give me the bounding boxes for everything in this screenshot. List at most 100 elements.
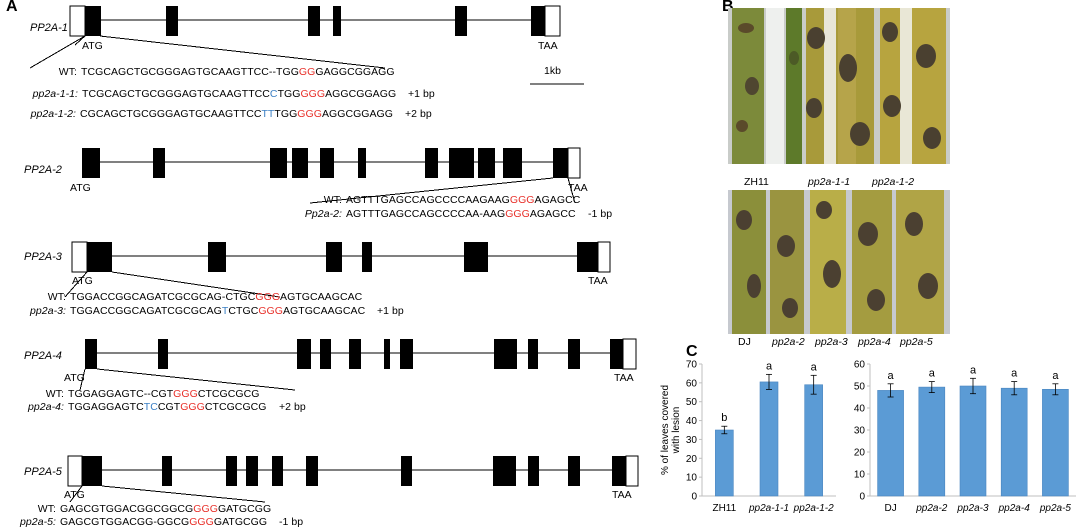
indel-size: +2 bp (405, 108, 432, 120)
leaf-photo-top (728, 8, 950, 164)
atg-label: ATG (64, 372, 85, 384)
sequence-segment: AGTGCAAGCAC (282, 305, 366, 317)
pam-sequence: GGG (189, 516, 214, 528)
y-tick-label: 20 (854, 448, 866, 459)
leaf-label-pp2a-1-1: pp2a-1-1 (808, 176, 851, 188)
taa-label: TAA (588, 275, 608, 287)
y-tick-label: 20 (686, 454, 698, 465)
sequence-segment: TGGAGGAGTC (68, 401, 144, 413)
sequence-segment: CGT (157, 401, 181, 413)
bar (715, 429, 734, 497)
pam-sequence: GGG (509, 194, 535, 206)
sequence-segment: CTCGCGCG (204, 401, 267, 413)
category-label: pp2a-1-2 (793, 503, 834, 514)
allele-sequence: CGCAGCTGCGGGAGTGCAAGTTCCTTTGGGGGAGGCGGAG… (80, 108, 393, 120)
panel-label-c: C (686, 343, 698, 360)
allele-sequence: TGGACCGGCAGATCGCGCAGTCTGCGGGAGTGCAAGCAC (70, 305, 365, 317)
y-tick-label: 50 (686, 397, 698, 408)
y-axis-label: % of leaves coveredwith lesion (660, 385, 682, 475)
gene-model-pp2a-5 (67, 455, 639, 503)
leaf-label-dj: DJ (738, 336, 751, 348)
y-tick-label: 30 (854, 426, 866, 437)
y-tick-label: 0 (691, 492, 697, 503)
allele-label: pp2a-4: (28, 401, 64, 413)
indel-size: +1 bp (408, 88, 435, 100)
leaf-label-pp2a-4: pp2a-4 (858, 336, 891, 348)
mutation-bases: T (221, 305, 229, 317)
category-label: pp2a-3 (956, 503, 989, 514)
gene-model-pp2a-2 (82, 147, 581, 204)
significance-letter: a (811, 361, 818, 373)
bar (804, 384, 823, 497)
allele-label: WT: (47, 291, 66, 303)
leaf-photo-bottom (728, 190, 950, 334)
lesion-chart-right: 0 10 20 30 40 50 60 a DJ a pp2a-2 a pp2a-3 a pp2a-4 a pp… (854, 360, 1076, 514)
y-tick-label: 60 (854, 360, 866, 371)
category-label: pp2a-1-1 (748, 503, 789, 514)
atg-label: ATG (72, 275, 93, 287)
gene-model-pp2a-1 (29, 5, 561, 69)
indel-size: +2 bp (279, 401, 306, 413)
gene-structure-diagram (29, 5, 639, 503)
pam-sequence: GGG (300, 88, 326, 100)
allele-label: WT: (58, 66, 77, 78)
pam-sequence: GGG (297, 108, 322, 120)
sequence-segment: GATGCGG (213, 516, 268, 528)
sequence-segment: CTCGCGCG (197, 388, 260, 400)
significance-letter: a (1011, 368, 1018, 380)
leaf-label-pp2a-2: pp2a-2 (772, 336, 805, 348)
sequence-segment: AGAGCC (534, 194, 581, 206)
sequence-segment: AGTGCAAGCAC (280, 291, 363, 303)
sequence-segment: TGG (277, 88, 301, 100)
significance-letter: a (766, 360, 773, 372)
allele-sequence: AGTTTGAGCCAGCCCCAA-AAGGGGAGAGCC (346, 208, 576, 220)
bar (1000, 387, 1028, 497)
allele-sequence: TGGAGGAGTC--CGTGGGCTCGCGCG (68, 388, 259, 400)
y-tick-label: 10 (854, 470, 866, 481)
category-label: pp2a-2 (915, 503, 948, 514)
leaf-label-zh11: ZH11 (744, 176, 769, 188)
pam-sequence: GGG (255, 291, 281, 303)
sequence-segment: AGAGCC (529, 208, 576, 220)
y-tick-label: 50 (854, 382, 866, 393)
category-label: pp2a-4 (998, 503, 1031, 514)
allele-label: WT: (37, 503, 56, 515)
allele-sequence: GAGCGTGGACGGCGGCGGGGGATGCGG (60, 503, 271, 515)
pam-sequence: GGG (173, 388, 198, 400)
sequence-segment: TCGCAGCTGCGGGAGTGCAAGTTCC--TGG (81, 66, 299, 78)
indel-size: -1 bp (588, 208, 613, 220)
atg-label: ATG (82, 40, 103, 52)
category-label: pp2a-5 (1039, 503, 1072, 514)
allele-label: pp2a-1-1: (32, 88, 78, 100)
sequence-segment: TGG (274, 108, 298, 120)
scale-bar-label: 1kb (544, 65, 561, 77)
leaf-photo-top-image (728, 8, 950, 164)
significance-letter: b (721, 412, 727, 424)
gene-name-pp2a-4: PP2A-4 (24, 350, 62, 362)
indel-size: -1 bp (279, 516, 304, 528)
y-tick-label: 30 (686, 435, 698, 446)
taa-label: TAA (538, 40, 558, 52)
y-tick-label: 40 (686, 416, 698, 427)
pam-sequence: GGG (258, 305, 283, 317)
leaf-label-pp2a-1-2: pp2a-1-2 (872, 176, 915, 188)
gene-name-pp2a-3: PP2A-3 (24, 251, 62, 263)
sequence-segment: TGGAGGAGTC--CGT (68, 388, 174, 400)
allele-label: WT: (45, 388, 64, 400)
bar (877, 390, 904, 497)
panel-label-b: B (722, 0, 734, 16)
y-tick-label: 70 (686, 360, 698, 371)
panel-label-a: A (6, 0, 18, 15)
lesion-chart-left: 0 10 20 30 40 50 60 70 b ZH11 a pp2a-1-1 a pp2a-1-2 % … (660, 360, 836, 514)
taa-label: TAA (568, 182, 588, 194)
allele-sequence: TGGAGGAGTCTCCGTGGGCTCGCGCG (68, 401, 267, 413)
gene-name-pp2a-5: PP2A-5 (24, 466, 62, 478)
y-tick-label: 60 (686, 378, 698, 389)
leaf-photo-bottom-image (728, 190, 950, 334)
allele-sequence: TGGACCGGCAGATCGCGCAG-CTGCGGGAGTGCAAGCAC (70, 291, 362, 303)
sequence-segment: GATGCGG (217, 503, 272, 515)
sequence-segment: AGTTTGAGCCAGCCCCAA-AAG (346, 208, 506, 220)
gene-name-pp2a-2: PP2A-2 (24, 164, 62, 176)
allele-sequence: TCGCAGCTGCGGGAGTGCAAGTTCCCTGGGGGAGGCGGAG… (82, 88, 396, 100)
pam-sequence: GGG (505, 208, 530, 220)
